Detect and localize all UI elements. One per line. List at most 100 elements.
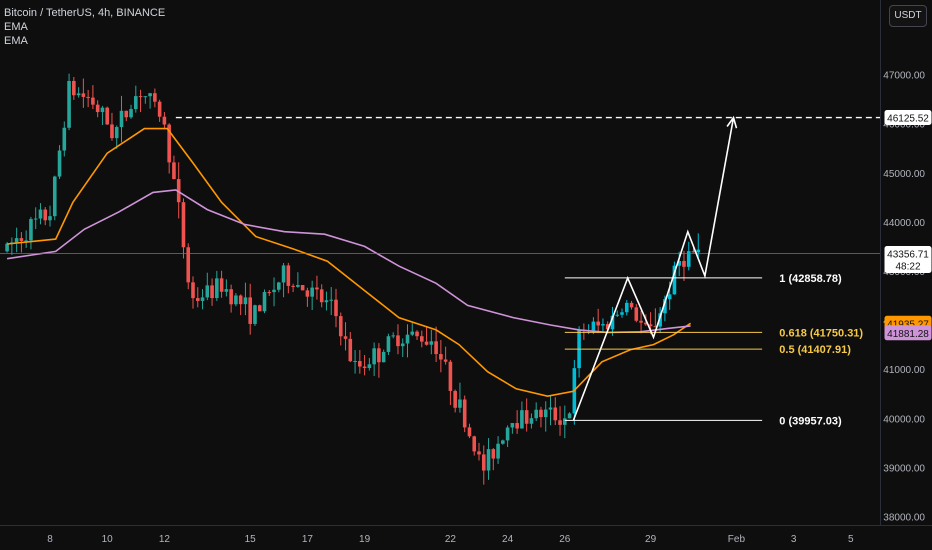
current-price-badge[interactable] [884, 245, 932, 273]
candle-body[interactable] [524, 410, 529, 424]
candle-body[interactable] [553, 407, 558, 421]
candle-body[interactable] [629, 302, 634, 308]
candle-body[interactable] [186, 247, 191, 283]
candle-body[interactable] [52, 176, 57, 217]
candle-body[interactable] [310, 287, 314, 297]
candle-body[interactable] [400, 343, 405, 347]
candle-body[interactable] [596, 321, 600, 326]
candle-body[interactable] [486, 449, 491, 471]
candle-body[interactable] [262, 292, 267, 312]
candle-body[interactable] [658, 313, 662, 327]
candle-body[interactable] [601, 324, 605, 326]
candle-body[interactable] [481, 454, 486, 471]
candle-body[interactable] [134, 96, 138, 110]
candle-body[interactable] [682, 260, 686, 267]
candle-body[interactable] [634, 307, 639, 321]
candle-body[interactable] [157, 101, 162, 117]
candle-body[interactable] [95, 104, 100, 113]
candle-body[interactable] [224, 289, 229, 292]
candle-body[interactable] [691, 251, 696, 253]
candle-body[interactable] [434, 341, 438, 355]
candle-body[interactable] [124, 110, 129, 118]
candle-body[interactable] [281, 265, 286, 283]
ema-fast-legend[interactable]: EMA [4, 21, 28, 33]
candle-body[interactable] [181, 202, 186, 248]
candle-body[interactable] [219, 278, 224, 292]
candle-body[interactable] [677, 260, 681, 266]
candle-body[interactable] [48, 216, 52, 221]
candle-body[interactable] [610, 315, 615, 330]
candle-body[interactable] [33, 218, 38, 220]
candle-body[interactable] [205, 285, 210, 298]
candle-body[interactable] [57, 150, 62, 177]
candle-body[interactable] [114, 127, 119, 139]
candle-body[interactable] [667, 294, 672, 300]
candle-body[interactable] [253, 305, 257, 324]
candle-body[interactable] [505, 427, 510, 441]
candle-body[interactable] [291, 285, 295, 287]
candle-body[interactable] [648, 324, 653, 327]
candle-body[interactable] [286, 265, 291, 286]
candle-body[interactable] [415, 331, 419, 337]
candle-body[interactable] [191, 282, 195, 299]
candle-body[interactable] [386, 336, 391, 352]
candle-body[interactable] [448, 361, 453, 391]
candle-body[interactable] [62, 127, 67, 151]
candle-body[interactable] [148, 93, 152, 97]
candle-body[interactable] [396, 335, 400, 347]
candle-body[interactable] [267, 292, 272, 294]
candle-body[interactable] [443, 359, 448, 362]
candle-body[interactable] [515, 423, 519, 429]
candle-body[interactable] [200, 297, 205, 301]
candle-body[interactable] [272, 289, 276, 293]
currency-button[interactable]: USDT [889, 5, 927, 27]
candle-body[interactable] [548, 407, 553, 410]
candle-body[interactable] [462, 399, 467, 428]
candle-body[interactable] [38, 209, 43, 219]
candle-body[interactable] [162, 116, 167, 125]
candle-body[interactable] [615, 314, 620, 316]
candle-body[interactable] [248, 297, 252, 324]
candle-body[interactable] [338, 316, 343, 337]
candle-body[interactable] [229, 289, 233, 305]
candle-body[interactable] [372, 348, 376, 365]
candle-body[interactable] [558, 420, 562, 425]
candle-body[interactable] [81, 93, 86, 97]
candle-body[interactable] [639, 320, 643, 323]
candle-body[interactable] [534, 409, 538, 419]
candle-body[interactable] [410, 331, 415, 335]
candle-body[interactable] [381, 351, 386, 363]
candle-body[interactable] [315, 287, 319, 290]
candle-body[interactable] [686, 251, 691, 267]
candle-body[interactable] [429, 341, 434, 345]
candle-body[interactable] [5, 243, 9, 252]
candle-body[interactable] [277, 282, 281, 290]
candle-body[interactable] [215, 278, 219, 299]
candle-body[interactable] [195, 298, 200, 301]
candle-body[interactable] [153, 93, 157, 102]
candle-body[interactable] [467, 427, 472, 437]
candle-body[interactable] [176, 179, 181, 203]
candle-body[interactable] [353, 361, 357, 363]
candle-body[interactable] [377, 348, 381, 363]
candle-body[interactable] [605, 324, 610, 330]
candle-body[interactable] [324, 300, 329, 303]
candle-body[interactable] [43, 209, 48, 221]
candle-body[interactable] [100, 107, 105, 113]
candle-body[interactable] [24, 240, 28, 242]
candle-body[interactable] [334, 299, 338, 317]
candle-body[interactable] [491, 449, 496, 459]
symbol-title[interactable]: Bitcoin / TetherUS, 4h, BINANCE [4, 7, 166, 19]
candle-body[interactable] [591, 321, 596, 331]
candle-body[interactable] [210, 285, 214, 299]
candle-body[interactable] [520, 410, 524, 429]
candle-body[interactable] [539, 409, 543, 418]
candle-body[interactable] [510, 423, 515, 428]
candle-body[interactable] [472, 436, 477, 452]
candle-body[interactable] [238, 295, 243, 305]
candle-body[interactable] [329, 299, 334, 301]
candle-body[interactable] [234, 295, 238, 305]
candle-body[interactable] [91, 97, 95, 105]
candle-body[interactable] [529, 418, 534, 424]
